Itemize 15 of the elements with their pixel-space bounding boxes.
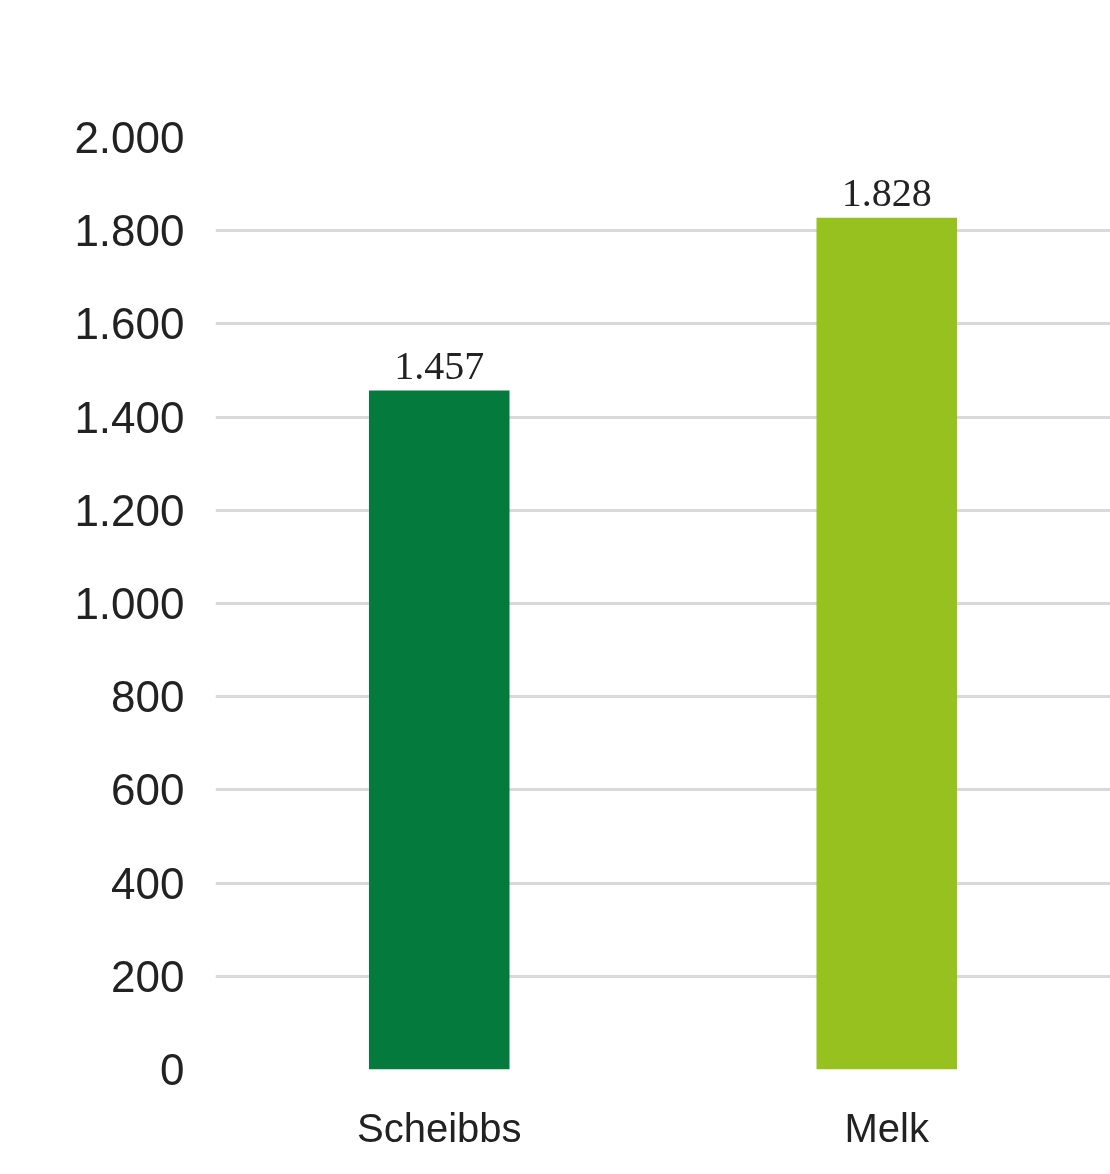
y-tick-label: 0 [160, 1045, 185, 1094]
data-label: 1.457 [394, 342, 485, 388]
y-tick-label: 1.800 [74, 206, 185, 256]
y-tick-label: 1.200 [74, 485, 185, 535]
data-label: 1.828 [841, 169, 932, 215]
y-tick-label: 1.600 [74, 299, 185, 349]
y-tick-label: 400 [111, 858, 185, 908]
y-tick-label: 1.000 [74, 579, 185, 628]
y-tick-label: 600 [111, 765, 185, 815]
y-tick-label: 800 [111, 672, 185, 722]
x-tick-label: Scheibbs [356, 1105, 522, 1150]
y-tick-label: 2.000 [74, 113, 185, 162]
y-tick-label: 1.400 [74, 392, 185, 442]
x-tick-label: Melk [844, 1105, 930, 1150]
y-tick-label: 200 [111, 951, 185, 1001]
